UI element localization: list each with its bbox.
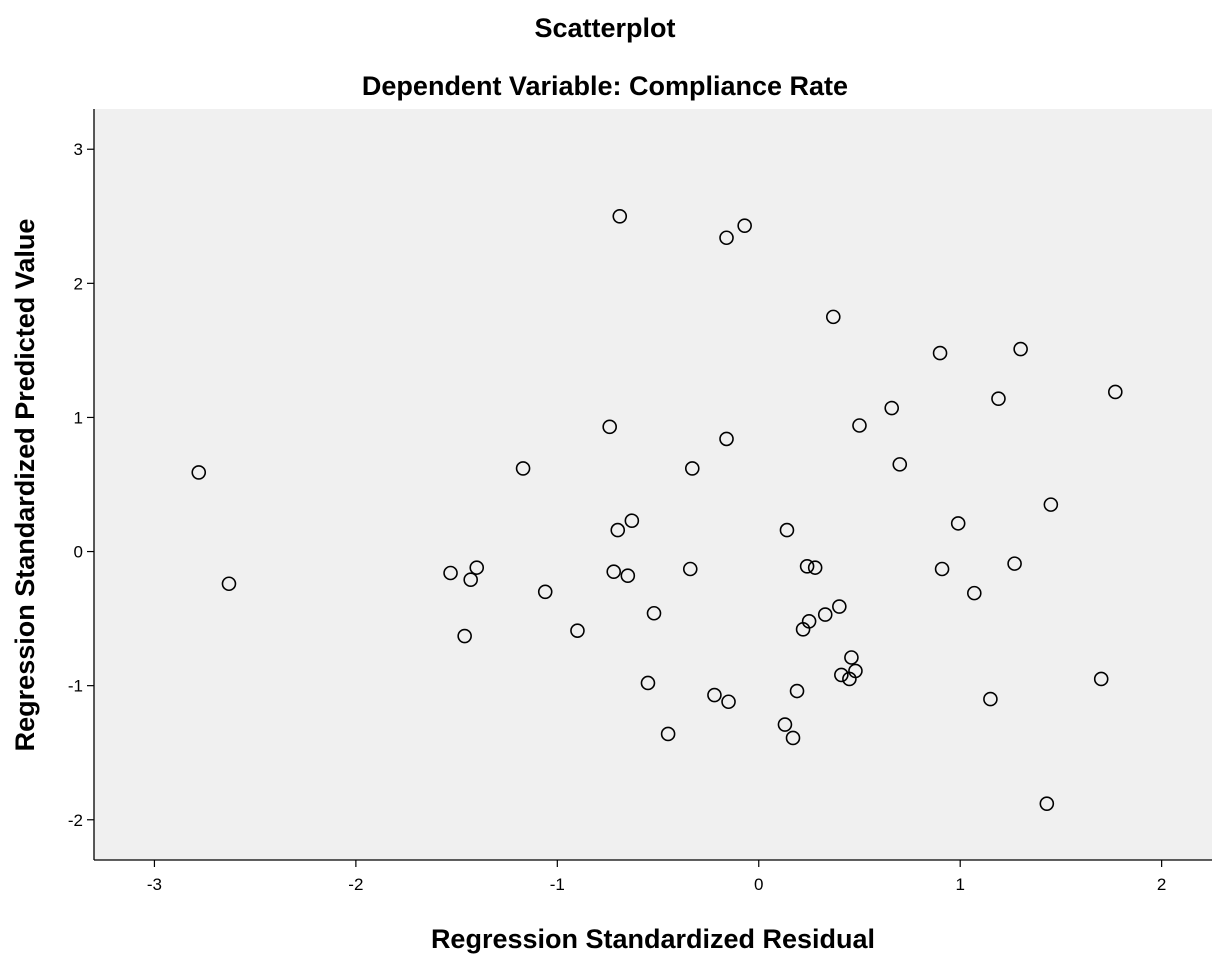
data-point	[799, 559, 815, 574]
data-point	[779, 522, 795, 538]
data-point	[795, 622, 811, 637]
y-tick-label: 2	[74, 274, 83, 293]
y-tick-label: -2	[68, 811, 83, 830]
data-point	[719, 431, 734, 447]
x-tick-label: 1	[955, 875, 964, 894]
data-point	[457, 628, 472, 644]
data-point	[932, 345, 948, 361]
x-tick-label: -2	[348, 875, 363, 894]
data-point	[537, 584, 553, 600]
data-point	[789, 683, 805, 699]
x-tick-label: 0	[754, 875, 763, 894]
data-point	[469, 560, 485, 575]
chart-subtitle: Dependent Variable: Compliance Rate	[362, 71, 848, 101]
data-point	[817, 607, 833, 622]
x-tick-label: 2	[1157, 875, 1166, 894]
data-point	[983, 691, 998, 707]
data-point	[570, 623, 585, 638]
y-tick-label: 0	[74, 543, 83, 562]
data-point	[1039, 796, 1055, 811]
data-point	[606, 564, 622, 579]
data-point	[221, 576, 237, 592]
data-point	[991, 391, 1006, 406]
data-point	[612, 208, 628, 224]
x-axis-title: Regression Standardized Residual	[431, 924, 875, 954]
data-point	[660, 726, 676, 742]
data-point	[707, 687, 722, 703]
data-point	[892, 457, 908, 472]
data-point	[515, 461, 531, 476]
data-point	[1108, 384, 1123, 400]
data-point	[1007, 556, 1022, 571]
data-point	[684, 461, 700, 476]
data-point	[785, 730, 801, 746]
data-point	[950, 516, 966, 531]
data-point	[852, 418, 867, 433]
x-tick-label: -3	[147, 875, 162, 894]
data-point	[640, 675, 656, 691]
data-point	[844, 650, 859, 665]
data-point	[1043, 497, 1059, 512]
y-axis-ticks: -2 -1 0 1 2 3	[68, 140, 94, 830]
data-point	[719, 230, 734, 246]
data-point	[191, 465, 207, 480]
data-point	[777, 717, 793, 732]
data-points	[191, 208, 1123, 811]
data-point	[1093, 671, 1109, 687]
y-tick-label: 1	[74, 408, 83, 427]
data-point	[884, 400, 900, 416]
data-point	[721, 694, 736, 710]
data-point	[1013, 341, 1028, 357]
y-axis-title: Regression Standardized Predicted Value	[10, 219, 40, 752]
data-point	[443, 565, 458, 581]
data-point	[807, 560, 823, 575]
data-point	[737, 218, 752, 233]
x-axis-ticks: -3 -2 -1 0 1 2	[147, 860, 1166, 894]
x-tick-label: -1	[550, 875, 565, 894]
data-point	[832, 599, 847, 614]
data-point	[834, 667, 849, 683]
data-point	[463, 572, 478, 588]
data-point	[825, 309, 841, 325]
y-tick-label: 3	[74, 140, 83, 159]
plot-area	[94, 109, 1212, 860]
chart-title: Scatterplot	[534, 13, 675, 43]
data-point	[966, 585, 982, 601]
data-point	[610, 522, 626, 538]
y-tick-label: -1	[68, 677, 83, 696]
data-point	[620, 568, 636, 583]
data-point	[842, 671, 857, 687]
data-point	[682, 561, 698, 577]
data-point	[602, 419, 617, 435]
data-point	[934, 561, 950, 577]
data-point	[646, 605, 662, 621]
data-point	[624, 513, 640, 529]
